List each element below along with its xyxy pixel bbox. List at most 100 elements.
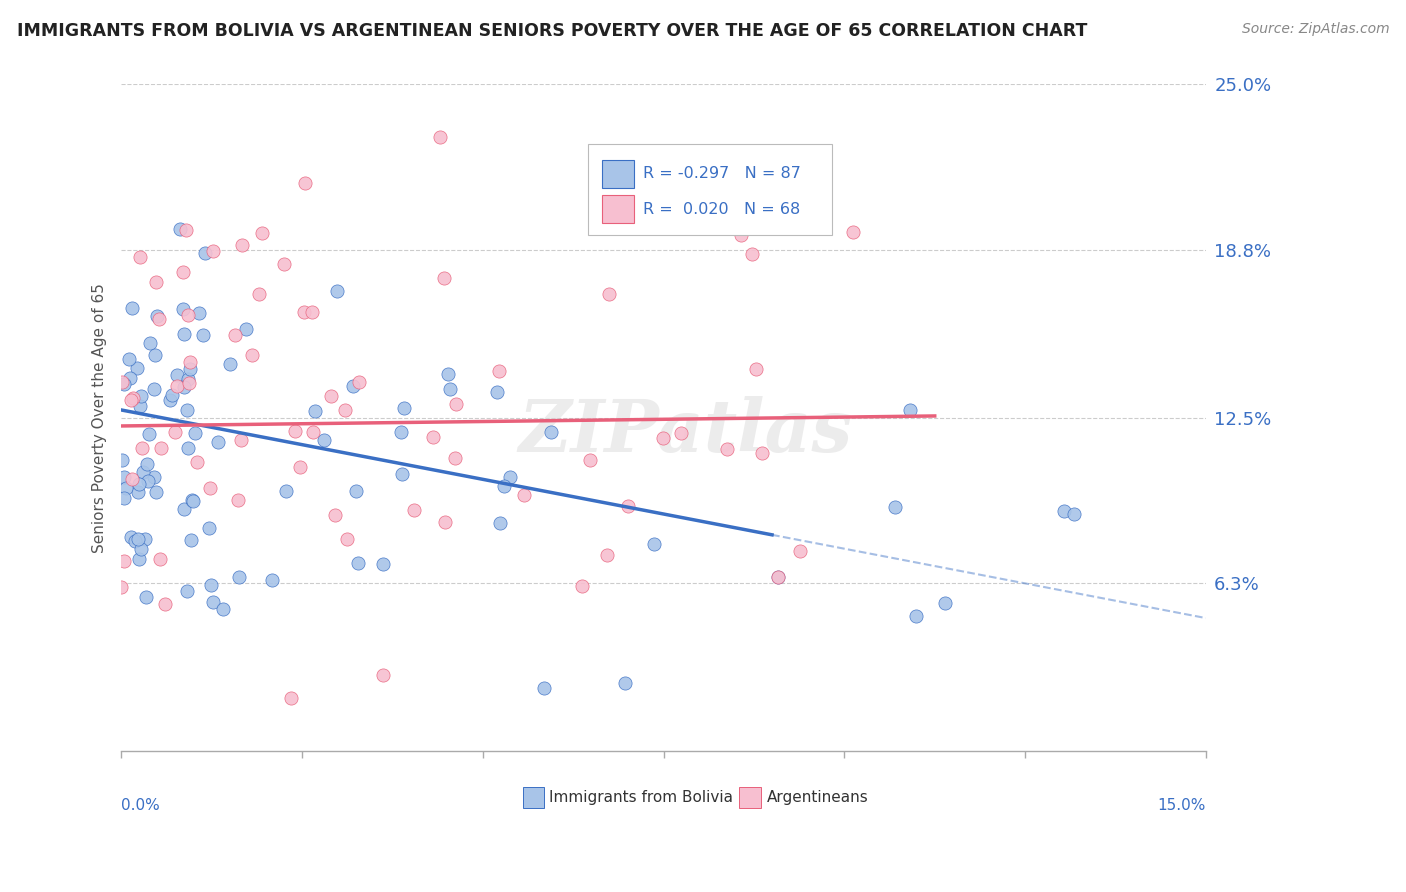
Point — [247, 287, 270, 301]
Point — [280, 691, 302, 706]
Point — [118, 352, 141, 367]
Point — [389, 425, 412, 439]
Point — [730, 228, 752, 243]
Point — [1063, 507, 1085, 521]
Point — [180, 493, 202, 508]
Text: Source: ZipAtlas.com: Source: ZipAtlas.com — [1241, 22, 1389, 37]
Point — [172, 301, 194, 316]
Point — [111, 452, 134, 467]
Point — [437, 368, 460, 382]
Point — [235, 322, 257, 336]
Point — [741, 247, 763, 261]
Point — [180, 533, 202, 548]
Point — [118, 371, 141, 385]
Point — [124, 533, 146, 548]
Point — [138, 426, 160, 441]
Point — [488, 364, 510, 378]
Point — [187, 306, 209, 320]
Point — [596, 548, 619, 562]
Text: Immigrants from Bolivia: Immigrants from Bolivia — [548, 790, 733, 805]
Point — [439, 382, 461, 396]
Point — [159, 393, 181, 408]
Point — [499, 469, 522, 483]
Point — [181, 493, 204, 508]
Point — [128, 476, 150, 491]
Point — [231, 238, 253, 252]
Point — [344, 484, 367, 499]
Point — [751, 446, 773, 460]
Point — [512, 488, 534, 502]
Point — [228, 492, 250, 507]
Point — [292, 305, 315, 319]
Point — [120, 530, 142, 544]
Text: R = -0.297   N = 87: R = -0.297 N = 87 — [643, 166, 801, 181]
Point — [166, 379, 188, 393]
Text: IMMIGRANTS FROM BOLIVIA VS ARGENTINEAN SENIORS POVERTY OVER THE AGE OF 65 CORREL: IMMIGRANTS FROM BOLIVIA VS ARGENTINEAN S… — [17, 22, 1087, 40]
Point — [139, 335, 162, 350]
Text: Argentineans: Argentineans — [766, 790, 869, 805]
Point — [617, 500, 640, 514]
Point — [138, 474, 160, 488]
Point — [294, 176, 316, 190]
Point — [129, 541, 152, 556]
Point — [145, 485, 167, 500]
Point — [342, 379, 364, 393]
Point — [716, 442, 738, 457]
Point — [250, 226, 273, 240]
Point — [201, 595, 224, 609]
Point — [177, 441, 200, 455]
Point — [540, 425, 562, 439]
Point — [444, 450, 467, 465]
Point — [789, 544, 811, 558]
Point — [121, 301, 143, 316]
Point — [160, 388, 183, 402]
Point — [841, 225, 863, 239]
Point — [145, 275, 167, 289]
Point — [326, 284, 349, 298]
Point — [301, 305, 323, 319]
Point — [392, 401, 415, 415]
Point — [166, 368, 188, 382]
Point — [274, 484, 297, 499]
Bar — [523, 787, 544, 808]
Point — [127, 532, 149, 546]
Point — [111, 376, 134, 390]
Point — [371, 668, 394, 682]
Point — [143, 470, 166, 484]
Point — [229, 433, 252, 447]
Point — [262, 574, 284, 588]
Point — [129, 399, 152, 413]
Point — [533, 681, 555, 695]
Point — [179, 376, 201, 390]
Point — [486, 384, 509, 399]
Point — [273, 257, 295, 271]
Point — [198, 521, 221, 535]
Point — [934, 596, 956, 610]
Point — [163, 425, 186, 439]
Point — [135, 591, 157, 605]
Point — [319, 389, 342, 403]
Point — [433, 270, 456, 285]
Point — [110, 580, 132, 594]
Point — [143, 348, 166, 362]
Point — [347, 556, 370, 570]
Point — [579, 453, 602, 467]
Point — [336, 533, 359, 547]
Point — [429, 129, 451, 144]
Point — [173, 502, 195, 516]
Point — [150, 441, 173, 455]
Point — [134, 532, 156, 546]
Point — [905, 609, 928, 624]
Point — [120, 392, 142, 407]
Point — [643, 537, 665, 551]
Point — [898, 403, 921, 417]
Point — [112, 491, 135, 506]
FancyBboxPatch shape — [588, 145, 832, 235]
Point — [132, 465, 155, 479]
Point — [349, 375, 371, 389]
Point — [1053, 504, 1076, 518]
Point — [488, 516, 510, 531]
Point — [125, 360, 148, 375]
Point — [304, 404, 326, 418]
Point — [121, 472, 143, 486]
